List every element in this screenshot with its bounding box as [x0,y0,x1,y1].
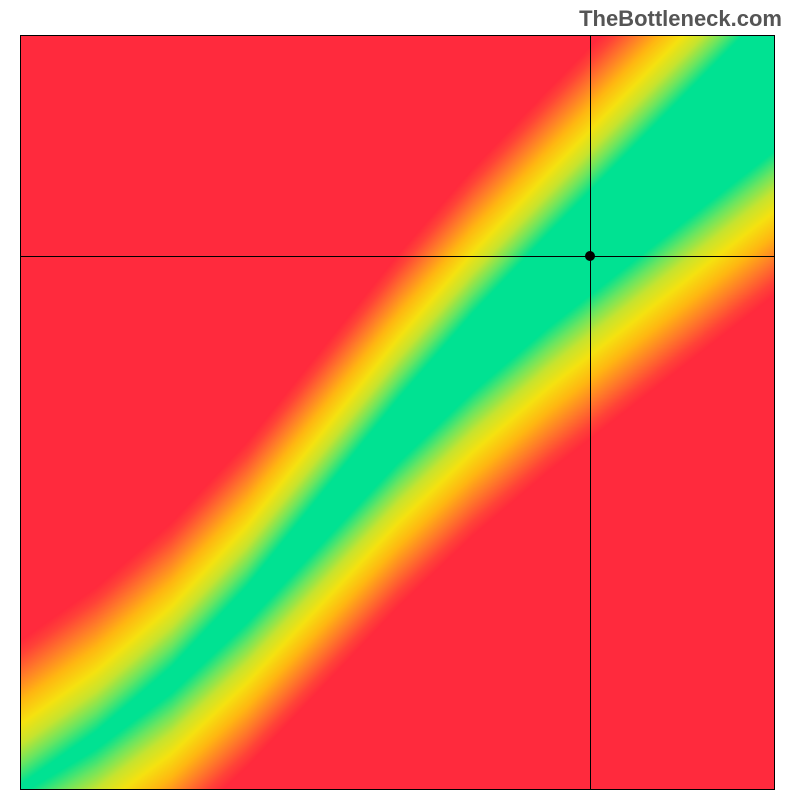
crosshair-horizontal [21,256,774,257]
watermark-text: TheBottleneck.com [579,6,782,32]
data-point-marker [585,251,595,261]
heatmap-canvas [21,36,774,789]
crosshair-vertical [590,36,591,789]
plot-area [20,35,775,790]
chart-container: TheBottleneck.com [0,0,800,800]
